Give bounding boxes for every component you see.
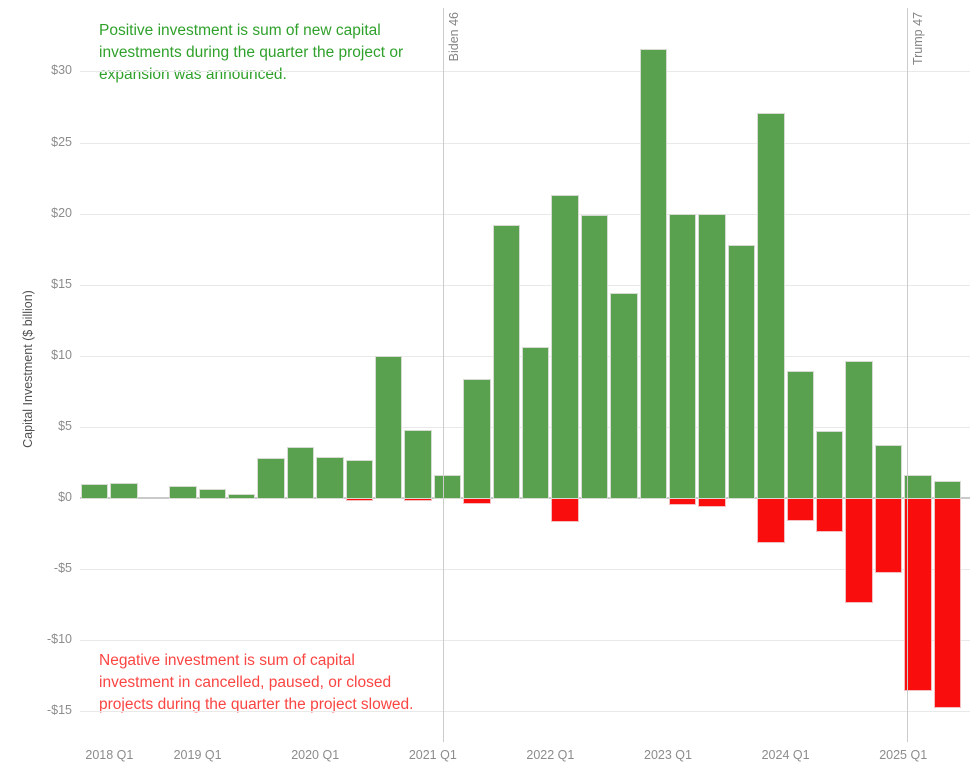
y-tick-label: $10 [51,347,72,362]
bar-positive-2025-Q1[interactable] [904,475,932,500]
bar-negative-2024-Q2[interactable] [816,497,844,533]
bar-negative-2025-Q1[interactable] [904,497,932,692]
negative-investment-annotation: Negative investment is sum of capital in… [99,652,414,713]
y-tick-label: -$5 [53,561,72,576]
bar-positive-2020-Q2[interactable] [345,459,373,500]
bar-positive-2019-Q1[interactable] [198,488,226,500]
bar-positive-2024-Q2[interactable] [816,431,844,500]
gridline-30 [80,71,970,73]
bar-positive-2020-Q4[interactable] [404,430,432,500]
bar-positive-2021-Q1[interactable] [433,475,462,500]
gridline-25 [80,142,970,144]
gridline-15 [80,284,970,286]
y-tick-label: $25 [51,134,72,149]
reference-line-trump-47 [906,8,908,742]
bar-positive-2019-Q2[interactable] [228,493,256,500]
gridline--5 [80,569,970,571]
y-tick-label: -$10 [46,632,72,647]
x-tick-label: 2020 Q1 [291,748,340,762]
bar-positive-2020-Q3[interactable] [375,355,403,500]
x-tick-label: 2023 Q1 [644,748,692,762]
x-tick-label: 2022 Q1 [526,748,575,762]
bar-negative-2025-Q2[interactable] [933,497,961,709]
bar-positive-2024-Q1[interactable] [786,371,814,500]
bar-positive-2025-Q2[interactable] [933,480,961,500]
bar-positive-2020-Q1[interactable] [316,456,344,500]
bar-negative-2024-Q1[interactable] [786,497,814,522]
bar-negative-2023-Q4[interactable] [757,497,785,543]
bar-positive-2024-Q3[interactable] [845,361,873,500]
bar-negative-2022-Q1[interactable] [551,497,579,523]
bar-positive-2018-Q1[interactable] [110,483,138,500]
gridline--10 [80,640,970,642]
x-tick-label: 2024 Q1 [761,748,810,762]
bar-positive-2022-Q1[interactable] [551,195,579,500]
y-tick-label: $0 [58,490,72,504]
bar-positive-2023-Q4[interactable] [757,112,785,500]
bar-positive-2023-Q2[interactable] [698,213,726,500]
bar-positive-2019-Q4[interactable] [286,446,315,500]
bar-positive-2019-Q3[interactable] [257,458,285,500]
y-tick-label: $5 [58,418,72,433]
x-tick-label: 2025 Q1 [879,748,928,762]
y-tick-label: -$15 [46,703,72,718]
bar-negative-2024-Q4[interactable] [874,497,903,574]
reference-line-biden-46 [442,8,444,742]
gridline-20 [80,213,970,215]
bar-positive-2021-Q2[interactable] [463,378,491,500]
gridline--15 [80,711,970,713]
bar-positive-2021-Q3[interactable] [492,224,520,500]
bar-positive-2022-Q3[interactable] [610,293,638,500]
bar-positive-2017-Q4[interactable] [81,483,109,500]
bar-negative-2024-Q3[interactable] [845,497,873,603]
y-tick-label: $15 [51,276,72,291]
reference-line-label: Biden 46 [446,12,461,62]
x-tick-label: 2018 Q1 [85,748,134,762]
bar-positive-2023-Q1[interactable] [669,214,697,500]
x-tick-label: 2021 Q1 [408,748,457,762]
x-tick-label: 2019 Q1 [173,748,222,762]
reference-line-label: Trump 47 [910,12,925,66]
bar-positive-2023-Q3[interactable] [727,244,756,500]
bar-positive-2022-Q4[interactable] [639,48,667,500]
positive-investment-annotation: Positive investment is sum of new capita… [99,22,404,83]
y-tick-label: $20 [51,205,72,220]
y-axis-title: Capital Investment ($ billion) [21,290,35,448]
bar-positive-2022-Q2[interactable] [580,215,609,500]
y-tick-label: $30 [51,63,72,78]
bar-positive-2021-Q4[interactable] [522,347,550,500]
bar-positive-2018-Q4[interactable] [169,485,197,500]
bar-positive-2024-Q4[interactable] [874,445,903,500]
